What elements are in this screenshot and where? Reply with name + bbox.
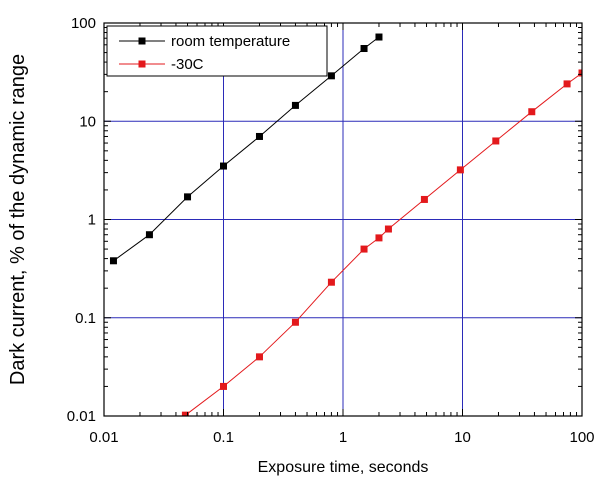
data-point <box>492 137 500 145</box>
legend-entry: -30C <box>119 56 204 73</box>
x-tick-label: 0.1 <box>213 429 234 446</box>
data-point <box>184 193 192 201</box>
y-tick-label: 100 <box>71 15 96 32</box>
data-point <box>109 257 117 265</box>
data-point <box>291 318 299 326</box>
data-point <box>181 411 189 416</box>
data-point <box>327 72 335 80</box>
x-tick-label: 100 <box>569 429 594 446</box>
data-point <box>220 382 227 390</box>
series-1 <box>109 33 383 265</box>
data-point <box>360 245 368 253</box>
data-point <box>528 108 536 116</box>
y-tick-label: 10 <box>79 113 96 130</box>
series-layer <box>109 33 582 416</box>
data-point <box>360 45 368 53</box>
tick-labels: 0.01 0.1 1 10 100 0.01 0.1 1 10 100 <box>67 15 595 446</box>
data-point <box>375 33 383 41</box>
series-line <box>185 72 582 416</box>
legend-label: -30C <box>171 56 204 73</box>
data-point <box>375 234 383 242</box>
data-point <box>384 225 392 233</box>
data-point <box>563 80 571 88</box>
legend-label: room temperature <box>171 33 290 50</box>
x-tick-label: 1 <box>339 429 347 446</box>
grid <box>104 23 582 416</box>
legend-entry: room temperature <box>119 33 290 50</box>
data-point <box>255 353 263 361</box>
legend: room temperature -30C <box>106 25 328 77</box>
x-axis-title: Exposure time, seconds <box>258 459 429 476</box>
y-tick-label: 0.1 <box>75 310 96 327</box>
legend-marker <box>138 60 146 68</box>
legend-marker <box>138 37 146 45</box>
legend-entries: room temperature -30C <box>119 33 290 73</box>
x-tick-label: 10 <box>454 429 471 446</box>
data-point <box>145 231 153 239</box>
data-point <box>456 166 464 174</box>
legend-box <box>106 25 328 77</box>
y-tick-label: 1 <box>88 212 96 229</box>
data-point <box>578 69 582 77</box>
data-point <box>291 101 299 109</box>
ticks <box>103 23 582 417</box>
series-2 <box>181 69 582 416</box>
data-point <box>220 162 227 170</box>
data-point <box>327 278 335 286</box>
y-tick-label: 0.01 <box>67 408 96 425</box>
x-tick-label: 0.01 <box>89 429 118 446</box>
data-point <box>255 132 263 140</box>
y-axis-title: Dark current, % of the dynamic range <box>7 54 29 385</box>
data-point <box>420 195 428 203</box>
